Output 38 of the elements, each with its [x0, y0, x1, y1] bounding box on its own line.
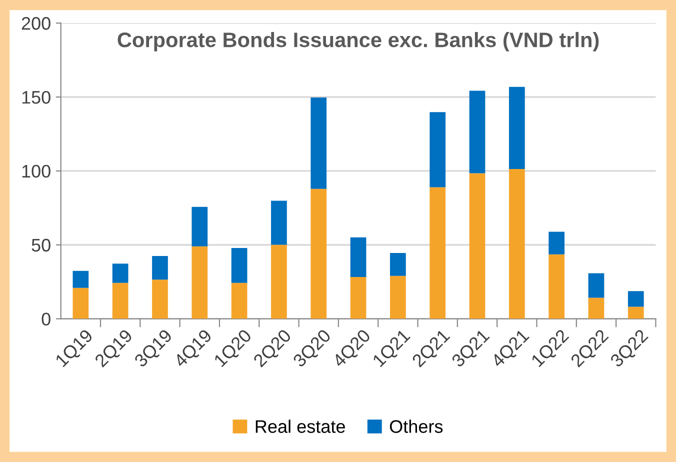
- bar: [469, 173, 486, 319]
- bar: [112, 282, 128, 319]
- bar: [152, 256, 168, 280]
- bar: [310, 97, 327, 189]
- bar: [72, 288, 89, 319]
- bar: [508, 169, 525, 319]
- bar: [350, 237, 366, 277]
- y-tick-label: 0: [42, 312, 50, 326]
- bar: [152, 280, 168, 319]
- bar: [588, 298, 604, 319]
- bar: [310, 188, 327, 319]
- legend-label: Others: [390, 420, 443, 433]
- bar: [350, 276, 366, 319]
- y-tick-label: 150: [22, 90, 50, 104]
- bar: [390, 276, 406, 319]
- bar: [430, 187, 446, 319]
- bar: [271, 244, 287, 319]
- bar: [231, 282, 248, 319]
- bar: [469, 90, 486, 174]
- bar: [112, 264, 128, 283]
- bar: [390, 252, 406, 276]
- bar: [271, 200, 287, 245]
- bar: [548, 232, 565, 254]
- bar: [192, 206, 208, 246]
- chart-title: Corporate Bonds Issuance exc. Banks (VND trln): [118, 32, 599, 52]
- bar: [508, 86, 525, 170]
- legend-label: Real estate: [256, 420, 345, 433]
- bar: [628, 291, 644, 307]
- bar: [72, 270, 89, 288]
- y-tick-label: 50: [32, 238, 50, 252]
- y-tick-label: 100: [22, 164, 50, 178]
- y-tick-label: 200: [22, 17, 50, 30]
- bar: [192, 246, 208, 319]
- bar: [430, 112, 446, 188]
- bar: [548, 254, 565, 319]
- bar: [588, 273, 604, 298]
- bar: [231, 248, 248, 283]
- bar: [628, 306, 644, 319]
